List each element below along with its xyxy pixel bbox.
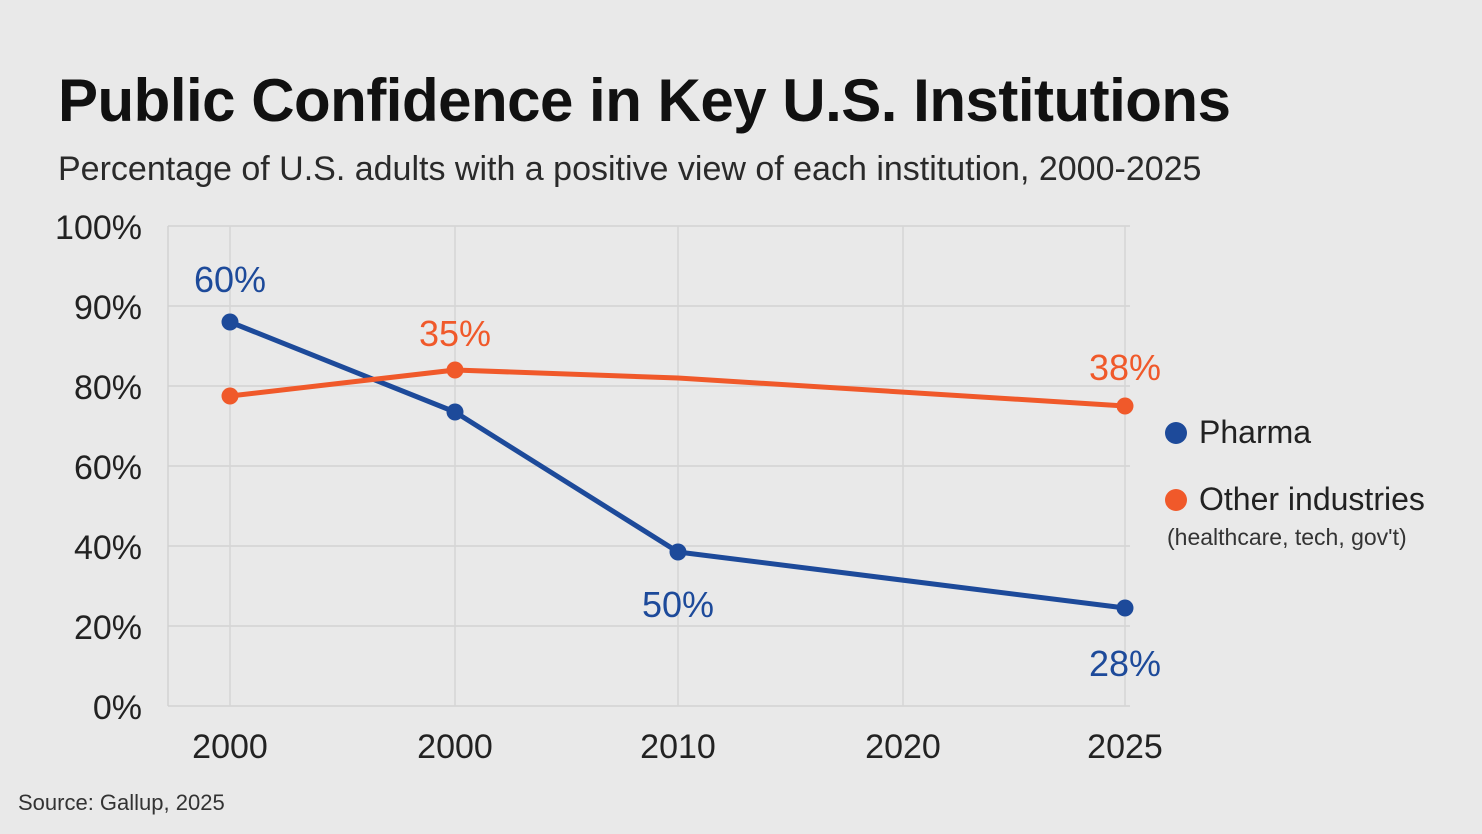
y-tick-label: 60%: [74, 449, 142, 487]
x-tick-label: 2010: [640, 728, 716, 766]
x-axis-ticks: 2000 2000 2010 2020 2025: [192, 728, 1163, 766]
series-line-pharma: [227, 319, 1128, 611]
data-label: 38%: [1089, 347, 1161, 388]
chart-title: Public Confidence in Key U.S. Institutio…: [58, 67, 1231, 134]
legend-item-pharma: Pharma: [1165, 414, 1475, 451]
y-tick-label: 80%: [74, 369, 142, 407]
y-tick-label: 20%: [74, 609, 142, 647]
series-line-other: [227, 367, 1128, 409]
data-label: 60%: [194, 259, 266, 300]
data-label: 28%: [1089, 643, 1161, 684]
legend: Pharma Other industries (healthcare, tec…: [1165, 414, 1475, 551]
legend-label-other: Other industries: [1199, 481, 1425, 517]
data-label: 50%: [642, 584, 714, 625]
legend-swatch-other: [1165, 488, 1187, 511]
x-tick-label: 2000: [417, 728, 493, 766]
y-tick-label: 40%: [74, 529, 142, 567]
grid-lines: [167, 225, 1130, 707]
source-note: Source: Gallup, 2025: [18, 790, 225, 815]
data-point: [446, 361, 464, 379]
data-labels: 60% 50% 28% 35% 38%: [194, 259, 1161, 684]
y-tick-label: 90%: [74, 289, 142, 327]
data-point: [669, 543, 687, 561]
x-tick-label: 2020: [865, 728, 941, 766]
y-tick-label: 100%: [55, 209, 142, 247]
y-axis-ticks: 100% 90% 80% 60% 40% 20% 0%: [55, 209, 142, 727]
data-point: [446, 403, 464, 421]
data-point: [221, 313, 239, 331]
x-tick-label: 2000: [192, 728, 268, 766]
legend-item-other: Other industries: [1165, 481, 1475, 518]
series-lines: [227, 319, 1128, 611]
data-point: [221, 387, 239, 405]
data-label: 35%: [419, 313, 491, 354]
legend-label-pharma: Pharma: [1199, 414, 1312, 450]
legend-note-other: (healthcare, tech, gov't): [1167, 524, 1407, 550]
data-point: [1116, 397, 1134, 415]
chart-subtitle: Percentage of U.S. adults with a positiv…: [58, 150, 1202, 188]
series-points: [221, 313, 1134, 617]
data-point: [1116, 599, 1134, 617]
legend-swatch-pharma: [1165, 421, 1187, 444]
y-tick-label: 0%: [93, 689, 142, 727]
x-tick-label: 2025: [1087, 728, 1163, 766]
